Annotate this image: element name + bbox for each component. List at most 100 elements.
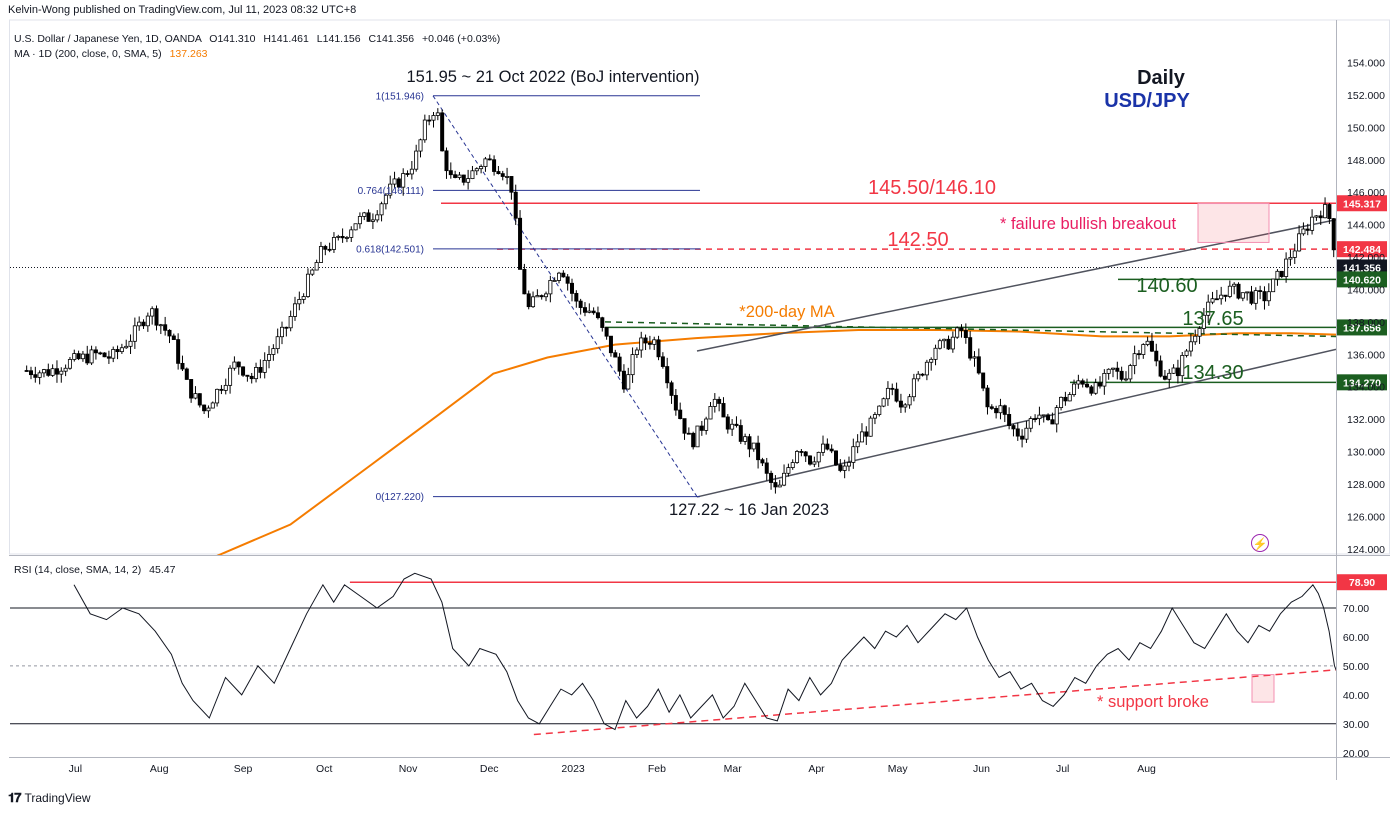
candle-body	[440, 112, 445, 152]
candle-body	[526, 293, 531, 308]
footer-brand-text: TradingView	[24, 791, 91, 805]
candle-body	[305, 273, 310, 297]
time-tick-label: Apr	[808, 763, 825, 775]
candle-body	[1136, 353, 1141, 356]
candle-body	[1041, 414, 1046, 417]
candle-body	[557, 272, 562, 281]
candle-body	[569, 282, 574, 294]
candle-body	[1214, 298, 1219, 301]
candle-body	[621, 370, 626, 390]
candle-body	[933, 347, 938, 360]
candle-body	[176, 339, 181, 364]
candle-body	[531, 296, 536, 308]
candle-body	[479, 166, 484, 170]
price-tick-label: 144.000	[1347, 220, 1385, 232]
candle-body	[669, 382, 674, 396]
candle-body	[1054, 407, 1059, 425]
candle-body	[1301, 228, 1306, 235]
candle-body	[699, 425, 704, 431]
chart-subtitle: USD/JPY	[1104, 90, 1190, 112]
candle-body	[738, 425, 743, 442]
candle-body	[1180, 355, 1185, 377]
candle-body	[1072, 383, 1077, 395]
candle-body	[37, 372, 42, 378]
candle-body	[587, 310, 592, 313]
candle-body	[1149, 340, 1154, 352]
candle-body	[829, 448, 834, 452]
candle-body	[258, 367, 263, 373]
price-badge: 145.317	[1343, 198, 1381, 210]
candle-body	[435, 112, 440, 116]
candle-body	[898, 400, 903, 408]
candle-body	[682, 418, 687, 434]
rsi-tick-label: 40.00	[1343, 690, 1369, 702]
candle-body	[1007, 414, 1012, 426]
candle-body	[197, 393, 202, 406]
candle-body	[409, 168, 414, 175]
channel-lower-line	[696, 348, 1336, 498]
candle-body	[72, 353, 77, 360]
candle-body	[509, 176, 514, 193]
candle-body	[405, 173, 410, 175]
candle-body	[1102, 373, 1107, 387]
candle-body	[786, 467, 791, 474]
price-badge-bg	[1337, 374, 1387, 391]
candle-body	[396, 178, 401, 188]
rsi-axis[interactable]: 70.00 60.00 50.00 40.00 30.00 20.00	[1343, 603, 1369, 760]
candle-body	[24, 370, 29, 372]
rsi-annotations: * support broke 78.90	[1097, 574, 1387, 711]
time-tick-label: Nov	[399, 763, 418, 775]
candle-body	[418, 139, 423, 152]
price-axis[interactable]: 154.000 152.000 150.000 148.000 146.000 144.0…	[1347, 58, 1385, 556]
candle-body	[946, 338, 951, 350]
candle-body	[232, 361, 237, 369]
fib-label: 1(151.946)	[376, 91, 424, 102]
publisher-line: Kelvin-Wong published on TradingView.com…	[8, 4, 357, 16]
candle-body	[401, 173, 406, 188]
ma200-line	[216, 329, 1336, 555]
candle-body	[513, 191, 518, 219]
candle-body	[1085, 383, 1090, 388]
time-axis[interactable]: Jul Aug Sep Oct Nov Dec 2023 Feb Mar Apr May Jun Jul…	[69, 763, 1156, 775]
candle-body	[613, 352, 618, 358]
level-14550-label: 145.50/146.10	[868, 177, 996, 199]
candle-body	[470, 170, 475, 180]
candle-body	[756, 442, 761, 461]
candle-body	[769, 472, 774, 483]
candle-body	[267, 354, 272, 361]
candle-body	[868, 417, 873, 437]
candle-body	[1323, 204, 1328, 219]
footer-brand[interactable]: 𝟏𝟕 TradingView	[8, 790, 91, 806]
rsi-plot-area	[10, 572, 1336, 736]
rsi-note: * support broke	[1097, 693, 1209, 711]
price-badge-bg	[1337, 241, 1387, 258]
candle-body	[349, 229, 354, 238]
candle-body	[1318, 215, 1323, 219]
candle-body	[1020, 435, 1025, 440]
candle-body	[864, 431, 869, 437]
time-tick-label: Aug	[1137, 763, 1156, 775]
candle-body	[50, 368, 55, 376]
candle-body	[193, 393, 198, 399]
time-tick-label: Dec	[480, 763, 499, 775]
candle-body	[1024, 427, 1029, 440]
candle-body	[911, 378, 916, 398]
candle-body	[1080, 380, 1085, 385]
candle-body	[1288, 257, 1293, 260]
rsi-tick-label: 70.00	[1343, 603, 1369, 615]
candle-body	[1292, 250, 1297, 258]
candle-body	[881, 398, 886, 407]
candle-body	[959, 327, 964, 331]
candle-body	[1141, 344, 1146, 355]
fib-label: 0.764(146.111)	[358, 186, 424, 197]
candle-body	[180, 362, 185, 370]
candle-body	[422, 119, 427, 141]
lightning-icon[interactable]: ⚡	[1251, 534, 1269, 552]
candle-body	[505, 176, 510, 178]
candle-body	[535, 295, 540, 298]
candle-body	[297, 299, 302, 305]
candle-body	[751, 442, 756, 450]
candle-body	[340, 235, 345, 239]
level-13430-label: 134.30	[1182, 362, 1243, 384]
